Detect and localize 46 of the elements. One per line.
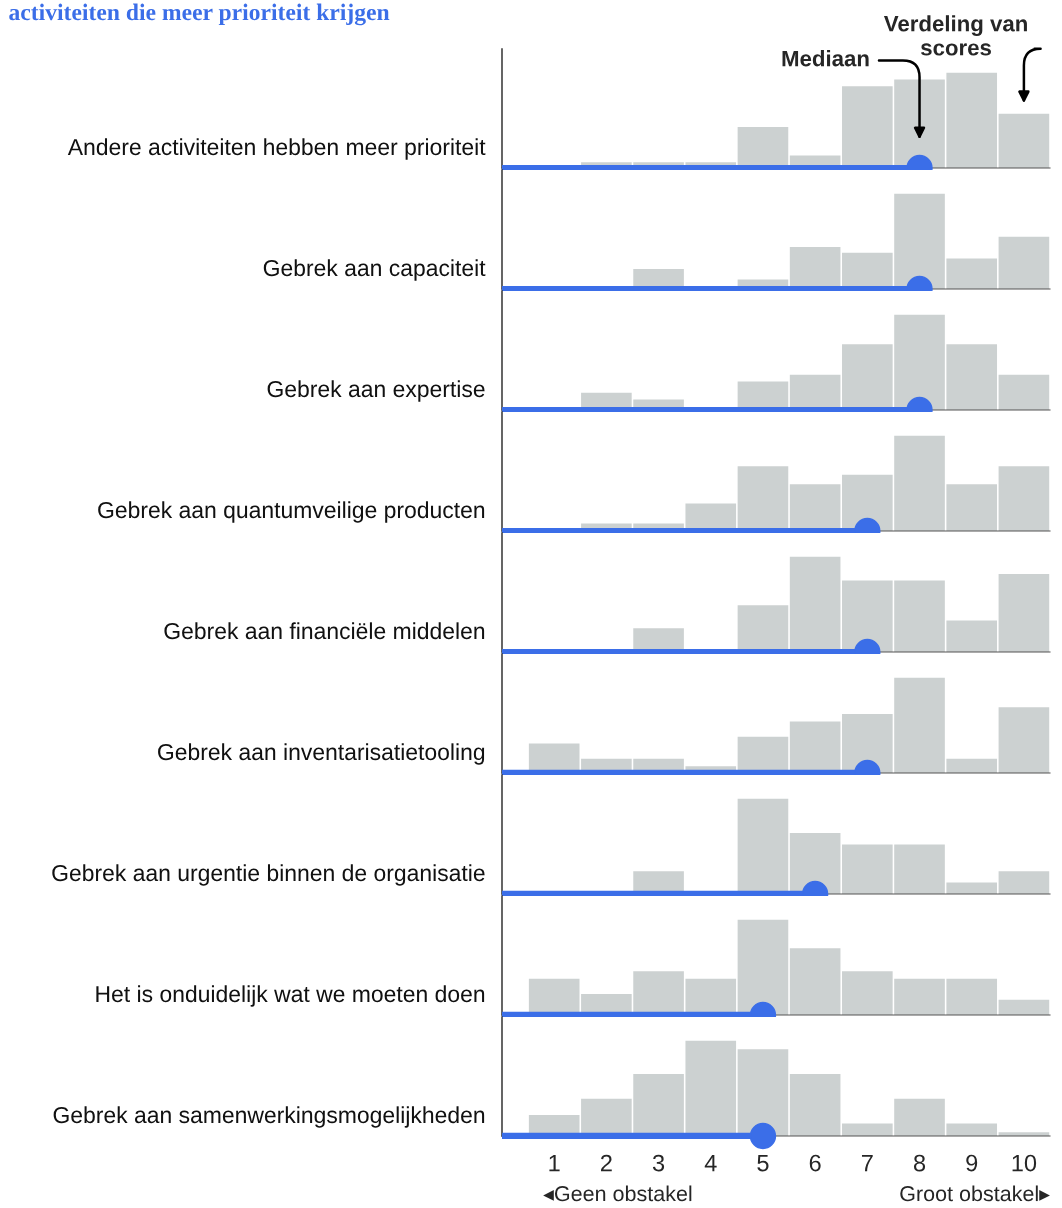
y-axis-title: Gebrek aan financiële middelen — [164, 622, 485, 640]
x-tick-label: 5 — [757, 1154, 769, 1172]
bar — [789, 247, 841, 289]
text: activiteiten die meer prioriteit krijgen — [9, 3, 390, 26]
bar — [789, 1074, 841, 1136]
text: Verdeling van scores — [883, 15, 1027, 56]
y-axis-title: Gebrek aan urgentie binnen de organisatie — [52, 864, 485, 886]
bar — [737, 127, 789, 168]
bar — [737, 1049, 789, 1136]
bar — [998, 113, 1050, 168]
bar — [737, 736, 789, 773]
x-tick-label: 9 — [966, 1154, 978, 1172]
bar — [737, 798, 789, 894]
y-axis-title: Gebrek aan samenwerkingsmogelijkheden — [53, 1106, 485, 1128]
bar — [998, 573, 1050, 652]
text: Mediaan — [782, 50, 869, 67]
y-axis-title: Gebrek aan inventarisatietooling — [158, 743, 485, 765]
bar — [789, 484, 841, 531]
bar — [789, 556, 841, 652]
bar — [998, 707, 1050, 773]
x-tick-label: 2 — [601, 1154, 612, 1172]
x-tick-label: 6 — [809, 1154, 821, 1172]
bar — [737, 919, 789, 1015]
y-axis-title: Andere activiteiten hebben meer prioriteit — [67, 138, 486, 160]
x-tick-label: 10 — [1012, 1154, 1037, 1172]
bar — [998, 374, 1050, 410]
text: Groot obstakel▸ — [900, 1185, 1050, 1202]
y-axis-title: Het is onduidelijk wat we moeten doen — [96, 985, 485, 1007]
x-tick-label: 3 — [652, 1154, 665, 1172]
x-tick-label: 4 — [704, 1154, 717, 1172]
bar — [789, 948, 841, 1015]
bar — [737, 605, 789, 652]
bar — [998, 999, 1050, 1015]
bar — [737, 466, 789, 531]
bar — [998, 236, 1050, 289]
y-axis-title: Gebrek aan expertise — [267, 380, 485, 402]
bar — [789, 721, 841, 773]
bar — [998, 871, 1050, 894]
text: ◂Geen obstakel — [543, 1185, 692, 1202]
x-tick-label: 7 — [861, 1154, 873, 1172]
y-axis-title: Gebrek aan quantumveilige producten — [98, 501, 485, 523]
bar — [789, 374, 841, 410]
x-tick-label: 8 — [913, 1154, 926, 1172]
bar — [998, 466, 1050, 531]
x-tick-label: 1 — [549, 1154, 560, 1172]
y-axis-title: Gebrek aan capaciteit — [263, 259, 486, 281]
